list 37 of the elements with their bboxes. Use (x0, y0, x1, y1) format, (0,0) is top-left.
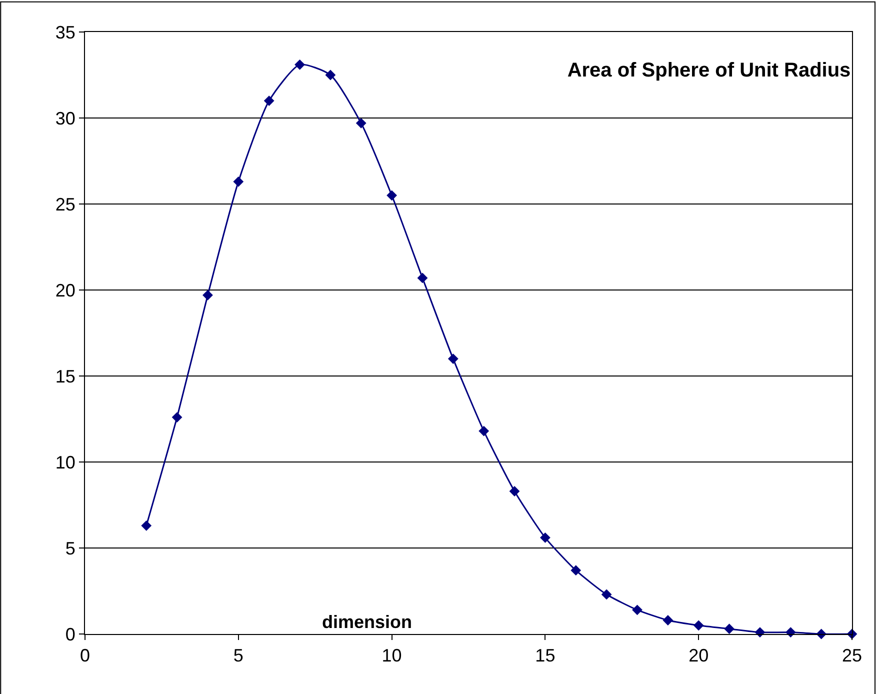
point (662, 615, 674, 626)
point (386, 190, 397, 201)
point (417, 272, 428, 284)
x-tick-label: 15 (535, 646, 556, 666)
point (202, 290, 213, 300)
y-tick-label: 15 (55, 366, 76, 386)
point (141, 520, 152, 531)
point (693, 620, 704, 631)
point (325, 70, 336, 80)
point (172, 412, 182, 422)
y-tick-label: 30 (55, 108, 76, 128)
point (478, 426, 490, 436)
y-tick-label: 0 (65, 624, 76, 644)
point (724, 624, 734, 634)
y-tick-label: 25 (55, 194, 76, 214)
y-tick-label: 35 (55, 22, 76, 42)
point (294, 59, 305, 70)
y-tick-label: 5 (65, 538, 76, 558)
point (264, 96, 274, 106)
point (601, 589, 612, 600)
x-tick-label: 5 (233, 646, 244, 666)
x-axis-title: dimension (322, 612, 412, 632)
point (540, 532, 550, 543)
point (570, 565, 582, 576)
text: Area of Sphere of Unit Radius (567, 59, 851, 82)
y-tick-label: 20 (55, 280, 76, 300)
x-tick-label: 0 (80, 646, 90, 666)
y-tick-label: 10 (55, 452, 76, 472)
point (233, 176, 244, 187)
point (785, 627, 796, 638)
x-tick-label: 20 (688, 646, 709, 666)
point (509, 486, 520, 496)
point (356, 118, 366, 128)
point (632, 604, 642, 616)
x-tick-label: 25 (842, 646, 862, 666)
point (448, 354, 458, 364)
x-tick-label: 10 (382, 646, 402, 666)
